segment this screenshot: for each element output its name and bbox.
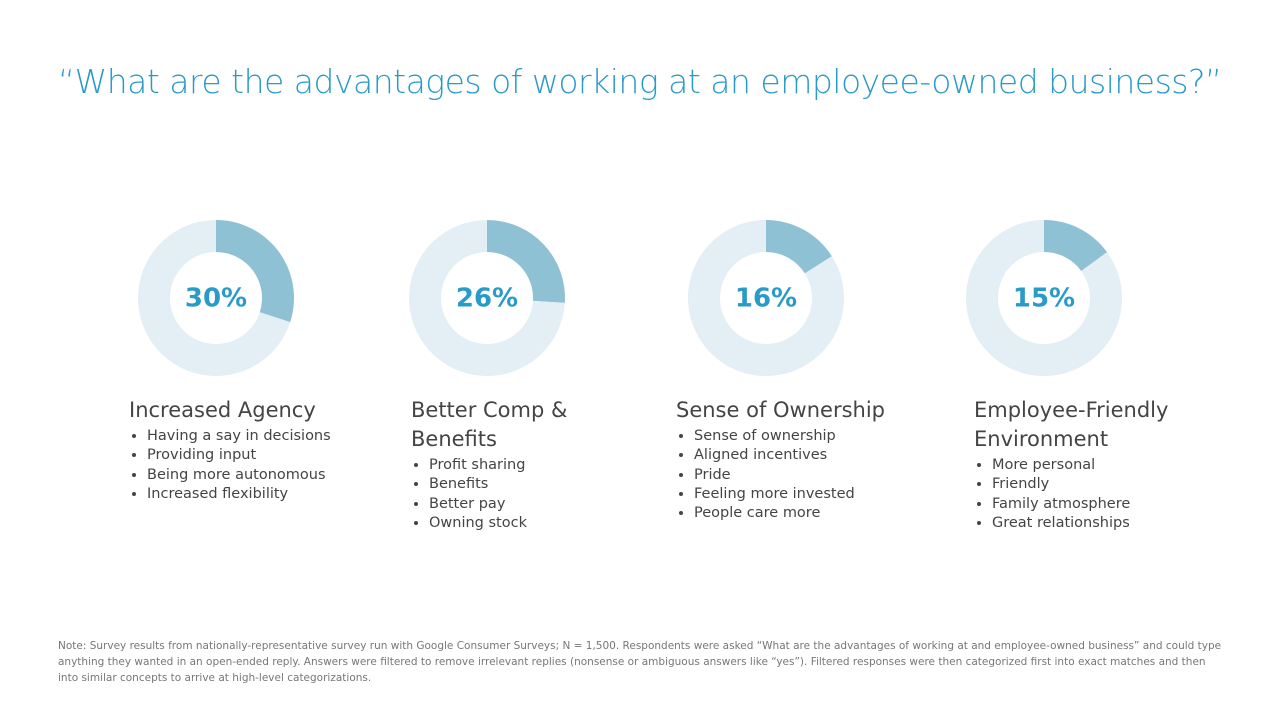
bullet-item: Sense of ownership: [694, 427, 891, 446]
category-column: Sense of Ownership Sense of ownershipAlig…: [676, 396, 891, 523]
bullet-list: More personalFriendlyFamily atmosphereGr…: [974, 456, 1189, 533]
center-value-label: 26%: [456, 284, 518, 314]
donut-slice: [1044, 220, 1108, 271]
category-title: Better Comp & Benefits: [411, 398, 568, 451]
center-value-label: 15%: [1013, 284, 1075, 314]
category-column: Employee-Friendly EnvironmentMore person…: [974, 396, 1189, 533]
center-value-label: 16%: [735, 284, 797, 314]
bullet-item: Great relationships: [992, 514, 1189, 533]
category-title: Increased Agency: [129, 398, 316, 422]
donut-slice: [766, 220, 832, 274]
bullet-item: People care more: [694, 504, 891, 523]
bullet-item: Family atmosphere: [992, 495, 1189, 514]
bullet-list: Having a say in decisionsProviding input…: [129, 427, 344, 504]
bullet-item: Providing input: [147, 446, 344, 465]
bullet-item: Having a say in decisions: [147, 427, 344, 446]
donut-slice: [216, 220, 294, 323]
bullet-item: Profit sharing: [429, 456, 626, 475]
donut-slice: [138, 220, 291, 376]
category-column: Increased Agency Having a say in decision…: [129, 396, 344, 504]
bullet-item: Better pay: [429, 495, 626, 514]
bullet-item: More personal: [992, 456, 1189, 475]
slide-title: “What are the advantages of working at a…: [58, 62, 1222, 101]
category-column: Better Comp & BenefitsProfit sharingBene…: [411, 396, 626, 533]
donut-slice: [688, 220, 845, 376]
donut-slice: [409, 220, 565, 376]
donut-slice: [965, 220, 1122, 376]
footnote: Note: Survey results from nationally-rep…: [58, 640, 1222, 684]
bullet-item: Pride: [694, 466, 891, 485]
bullet-item: Aligned incentives: [694, 446, 891, 465]
bullet-list: Profit sharingBenefitsBetter payOwning s…: [411, 456, 626, 533]
category-title: Sense of Ownership: [676, 398, 885, 422]
bullet-item: Being more autonomous: [147, 466, 344, 485]
bullet-item: Owning stock: [429, 514, 626, 533]
center-value-label: 30%: [185, 284, 247, 314]
bullet-item: Increased flexibility: [147, 485, 344, 504]
bullet-list: Sense of ownershipAligned incentivesPrid…: [676, 427, 891, 523]
bullet-item: Benefits: [429, 475, 626, 494]
category-title: Employee-Friendly Environment: [974, 398, 1169, 451]
bullet-item: Feeling more invested: [694, 485, 891, 504]
donut-slice: [487, 220, 565, 303]
bullet-item: Friendly: [992, 475, 1189, 494]
